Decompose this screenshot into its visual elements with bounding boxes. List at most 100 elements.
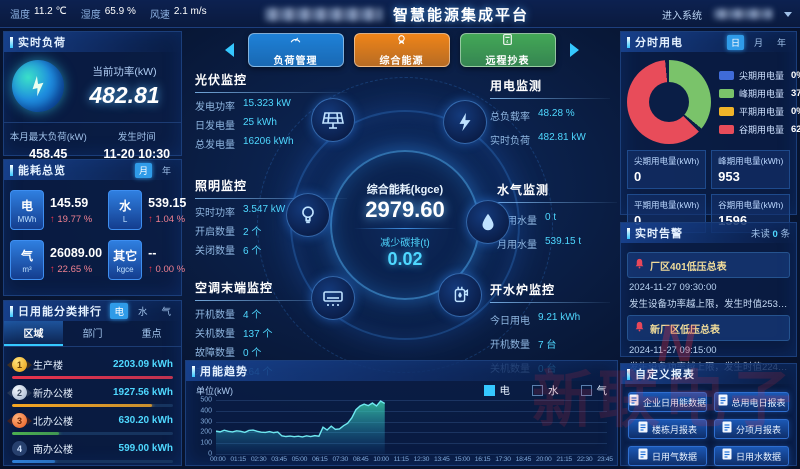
ranking-row[interactable]: 3 北办公楼 630.20 kWh: [7, 413, 173, 435]
ranking-tab-气[interactable]: 气: [161, 307, 171, 318]
monitor-section-power: 用电监测 总负载率 48.28 % 实时负荷 482.81 kW: [490, 77, 610, 147]
ranking-line: 3 北办公楼 630.20 kWh: [7, 413, 173, 428]
ranking-subtab[interactable]: 重点: [141, 329, 162, 340]
nav-button-远程抄表[interactable]: 4 远程抄表: [459, 33, 556, 67]
x-axis-tick: 17:30: [495, 456, 511, 463]
nav-button-综合能源[interactable]: 综合能源: [353, 33, 450, 67]
top-header: 温度 11.2 ℃ 湿度 65.9 % 风速 2.1 m/s 智慧能源集成平台 进入系统: [0, 0, 800, 28]
ranking-name: 生产楼: [33, 361, 63, 372]
x-axis-tick: 08:45: [352, 456, 369, 463]
tou-stat-label: 平期用电量(kWh): [634, 200, 700, 210]
ranking-value: 630.20 kWh: [118, 415, 173, 426]
trend-plot-area: 0 100 200 300 400 500: [200, 397, 607, 458]
lightning-disc-icon: [7, 55, 69, 117]
x-axis-tick: 01:15: [230, 456, 246, 463]
ranking-row[interactable]: 1 生产楼 2203.09 kWh: [7, 357, 173, 379]
report-doc-icon: [722, 420, 732, 438]
monitor-row: 故障数量 0 个: [195, 344, 347, 359]
ranking-bar-track: [12, 460, 173, 463]
chart-legend-item-水[interactable]: 水: [532, 383, 559, 398]
report-button-label: 分项月报表: [736, 424, 782, 435]
ranking-subtab[interactable]: 部门: [82, 329, 103, 340]
weather-item: 温度 11.2 ℃: [10, 6, 67, 21]
ranking-row[interactable]: 2 新办公楼 1927.56 kWh: [7, 385, 173, 407]
checkbox-unchecked-icon[interactable]: [580, 385, 592, 396]
chart-legend-item-气[interactable]: 气: [580, 383, 607, 398]
y-axis-unit-label: 单位(kW): [196, 386, 233, 396]
next-arrow-icon[interactable]: [569, 43, 579, 57]
ranking-bar-fill: [12, 432, 59, 435]
ranking-row[interactable]: 4 南办公楼 599.00 kWh: [12, 441, 173, 463]
monitor-value: 9.21 kWh: [538, 312, 581, 323]
ranking-subtab[interactable]: 区域: [4, 321, 63, 346]
x-axis-tick: 00:00: [210, 456, 226, 463]
overview-trend: ↑ 1.04 %: [148, 214, 186, 225]
tou-toggle-日[interactable]: 日: [726, 34, 744, 50]
enter-system-link[interactable]: 进入系统: [662, 10, 702, 22]
report-button-楼栋月报表[interactable]: 楼栋月报表: [628, 419, 708, 439]
tou-toggle-年[interactable]: 年: [776, 37, 786, 48]
panel-accent: [627, 227, 630, 239]
ranking-tab-水[interactable]: 水: [137, 307, 148, 318]
gridline: [216, 410, 607, 412]
monitor-label: 开机数量: [195, 310, 235, 321]
report-button-日用水数据[interactable]: 日用水数据: [714, 446, 789, 466]
x-axis-tick: 03:45: [271, 456, 287, 463]
overview-values: 145.59 ↑ 19.77 %: [50, 196, 92, 225]
overview-values: 539.15 ↑ 1.04 %: [148, 196, 186, 225]
gridline: [216, 454, 607, 455]
page-title: 智慧能源集成平台: [393, 6, 530, 24]
ranking-line: 2 新办公楼 1927.56 kWh: [7, 385, 173, 400]
y-axis-tick: 400: [200, 407, 212, 415]
tou-toggle-月[interactable]: 月: [753, 37, 763, 48]
report-button-分项月报表[interactable]: 分项月报表: [714, 419, 789, 439]
overview-item: 其它 kgce -- ↑ 0.00 %: [108, 240, 186, 280]
chevron-down-icon[interactable]: [784, 11, 792, 17]
y-axis-tick: 300: [200, 418, 212, 426]
ranking-bar-track: [12, 376, 173, 379]
monitor-value: 4 个: [243, 310, 262, 321]
overview-toggle-年[interactable]: 年: [161, 165, 171, 176]
user-name-blurred[interactable]: [714, 9, 772, 19]
ranking-line: 4 南办公楼 599.00 kWh: [12, 441, 173, 456]
report-button-总用电日报表[interactable]: 总用电日报表: [714, 392, 789, 412]
core-energy-value: 2979.60: [365, 196, 445, 222]
monitor-label: 总发电量: [195, 140, 235, 151]
monitor-value: 0 个: [243, 348, 262, 359]
monitor-value: 25 kWh: [243, 117, 277, 128]
tou-stat-label: 峰期用电量(kWh): [718, 156, 784, 166]
overview-value: 539.15: [148, 195, 187, 210]
ranking-tab-电[interactable]: 电: [110, 303, 128, 319]
overview-trend: ↑ 0.00 %: [148, 264, 185, 275]
alert-time: 2024-11-27 09:30:00: [629, 282, 717, 293]
monitor-row: 实时功率 3.547 kW: [195, 204, 347, 219]
nav-button-label: 综合能源: [379, 56, 424, 67]
ranking-value: 1927.56 kWh: [112, 387, 173, 398]
checkbox-checked-icon[interactable]: [483, 385, 495, 396]
nav-button-负荷管理[interactable]: 负荷管理: [247, 33, 344, 67]
ranking-line: 1 生产楼 2203.09 kWh: [7, 357, 173, 372]
report-button-label: 日用水数据: [736, 451, 782, 462]
panel-accent: [627, 368, 630, 380]
report-button-企业日用能数据[interactable]: 企业日用能数据: [628, 392, 708, 412]
x-axis-tick: 13:45: [433, 456, 450, 463]
report-button-日用气数据[interactable]: 日用气数据: [628, 446, 708, 466]
nav-button-label: 远程抄表: [485, 56, 530, 67]
prev-arrow-icon[interactable]: [224, 43, 234, 57]
monitor-row: 关机数量 137 个: [195, 325, 347, 340]
x-axis-tick: 21:15: [556, 456, 572, 463]
overview-toggle-月[interactable]: 月: [134, 162, 152, 178]
chart-legend-item-电[interactable]: 电: [483, 383, 510, 398]
report-doc-icon: [638, 420, 648, 438]
gridline: [216, 400, 607, 401]
monitor-section-water_gas: 水气监测 日用水量 0 t 月用水量 539.15 t: [497, 181, 617, 251]
tou-legend-item: 平期用电量 0%: [719, 105, 800, 118]
panel-accent: [10, 36, 13, 48]
x-axis-tick: 02:30: [250, 456, 267, 463]
alert-item[interactable]: 厂区401低压总表 2024-11-27 09:30:00 发生设备功率越上限，发生…: [627, 252, 790, 310]
checkbox-unchecked-icon[interactable]: [532, 385, 543, 396]
month-max-value: 458.45: [29, 147, 68, 161]
trend-line-chart: [216, 400, 607, 454]
divider: [195, 198, 347, 199]
